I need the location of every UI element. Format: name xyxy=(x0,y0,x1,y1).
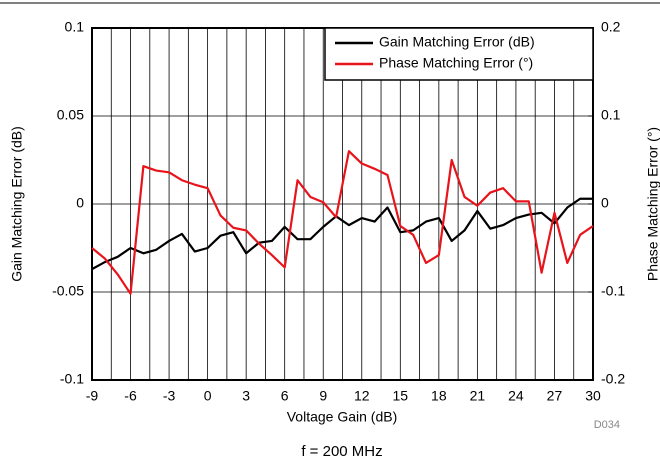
y-axis-label: Gain Matching Error (dB) xyxy=(9,126,25,282)
x-axis-label: Voltage Gain (dB) xyxy=(287,409,398,425)
x-tick-label: -6 xyxy=(124,388,137,404)
x-tick-label: 6 xyxy=(281,388,289,404)
y-tick-label: 0.1 xyxy=(65,19,85,35)
y-tick-label: 0 xyxy=(76,195,84,211)
note: f = 200 MHz xyxy=(301,443,382,460)
x-tick-label: -9 xyxy=(86,388,99,404)
x-tick-label: 21 xyxy=(470,388,486,404)
y2-tick-label: 0 xyxy=(601,195,609,211)
y2-tick-label: -0.1 xyxy=(601,283,625,299)
x-tick-label: 0 xyxy=(204,388,212,404)
y2-tick-label: -0.2 xyxy=(601,371,625,387)
y-tick-label: -0.05 xyxy=(52,283,84,299)
y-tick-label: -0.1 xyxy=(60,371,84,387)
y2-tick-label: 0.1 xyxy=(601,107,621,123)
series-line xyxy=(91,150,594,295)
x-tick-label: 18 xyxy=(431,388,447,404)
figure-code: D034 xyxy=(594,419,620,431)
x-tick-label: 9 xyxy=(319,388,327,404)
x-tick-label: 15 xyxy=(393,388,409,404)
y-tick-label: 0.05 xyxy=(57,107,84,123)
y2-tick-label: 0.2 xyxy=(601,19,621,35)
legend-label: Gain Matching Error (dB) xyxy=(379,34,535,50)
series-line xyxy=(91,197,593,271)
x-tick-label: 24 xyxy=(508,388,524,404)
x-tick-label: 12 xyxy=(354,388,370,404)
legend-label: Phase Matching Error (°) xyxy=(379,55,533,71)
x-tick-label: 3 xyxy=(242,388,250,404)
x-tick-label: 30 xyxy=(585,388,601,404)
x-tick-label: -3 xyxy=(163,388,176,404)
x-tick-label: 27 xyxy=(547,388,563,404)
legend-box xyxy=(324,27,594,81)
y2-axis-label: Phase Matching Error (°) xyxy=(645,127,660,281)
